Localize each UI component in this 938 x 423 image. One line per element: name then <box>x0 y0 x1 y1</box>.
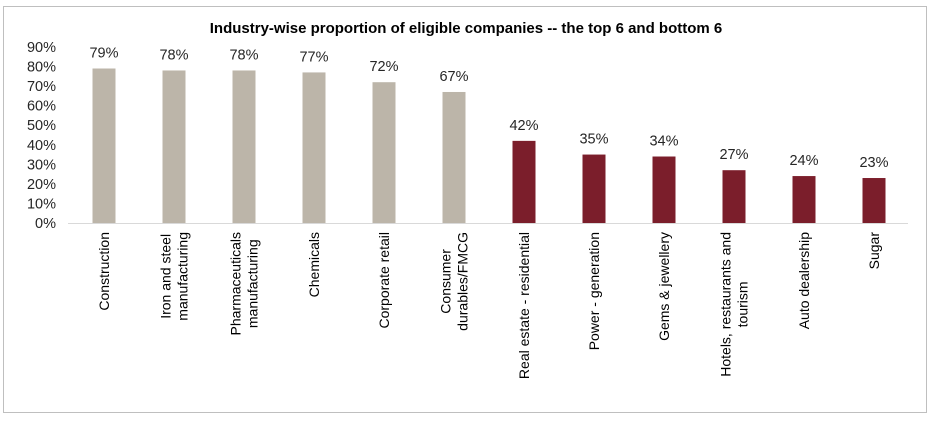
bar <box>92 68 116 223</box>
data-label: 67% <box>439 69 468 85</box>
category-label-line: durables/FMCG <box>455 232 471 331</box>
data-label: 23% <box>859 155 888 171</box>
data-label: 24% <box>789 153 818 169</box>
category-label-line: Sugar <box>866 232 882 270</box>
category-label-line: Auto dealership <box>796 232 812 330</box>
data-label: 77% <box>299 49 328 65</box>
data-label: 35% <box>579 132 608 148</box>
category-label-line: Consumer <box>438 249 454 314</box>
data-label: 78% <box>229 47 258 63</box>
category-label: Consumerdurables/FMCG <box>438 232 471 331</box>
bar <box>722 170 746 223</box>
y-tick-label: 10% <box>27 196 56 212</box>
category-label-line: Real estate - residential <box>516 232 532 379</box>
y-tick-label: 50% <box>27 118 56 134</box>
category-label-line: Corporate retail <box>376 232 392 329</box>
y-tick-label: 60% <box>27 99 56 115</box>
y-tick-label: 30% <box>27 157 56 173</box>
category-label: Pharmaceuticalsmanufacturing <box>228 232 261 336</box>
category-label-line: Iron and steel <box>158 234 174 319</box>
category-label-line: Pharmaceuticals <box>228 232 244 336</box>
bar <box>302 72 326 223</box>
bar <box>372 82 396 223</box>
category-label-line: manufacturing <box>175 232 191 321</box>
bar <box>442 91 466 223</box>
category-label: Construction <box>96 232 112 311</box>
data-label: 34% <box>649 134 678 150</box>
category-labels: Construction Iron and steelmanufacturing P… <box>96 232 882 379</box>
y-axis: 0% 10% 20% 30% 40% 50% 60% 70% 80% 90% <box>27 40 56 232</box>
data-label: 27% <box>719 147 748 163</box>
bar <box>232 70 256 223</box>
y-tick-label: 0% <box>35 216 56 232</box>
chart-frame <box>3 6 927 413</box>
category-label-line: Chemicals <box>306 232 322 297</box>
bar <box>162 70 186 223</box>
data-label: 72% <box>369 59 398 75</box>
bar <box>652 156 676 223</box>
chart-title: Industry-wise proportion of eligible com… <box>210 20 723 37</box>
data-label: 78% <box>159 47 188 63</box>
y-tick-label: 40% <box>27 138 56 154</box>
category-label-line: Power - generation <box>586 232 602 350</box>
category-label-line: manufacturing <box>245 239 261 328</box>
category-label-line: tourism <box>735 281 751 327</box>
bar <box>792 176 816 223</box>
category-label: Iron and steelmanufacturing <box>158 232 191 321</box>
category-label: Sugar <box>866 232 882 270</box>
category-label-line: Gems & jewellery <box>656 232 672 341</box>
y-tick-label: 80% <box>27 60 56 76</box>
category-label: Hotels, restaurants andtourism <box>718 232 751 377</box>
category-label: Power - generation <box>586 232 602 350</box>
category-label-line: Hotels, restaurants and <box>718 232 734 377</box>
category-label: Corporate retail <box>376 232 392 329</box>
category-label: Real estate - residential <box>516 232 532 379</box>
bar <box>512 140 536 223</box>
y-tick-label: 70% <box>27 79 56 95</box>
category-label: Chemicals <box>306 232 322 297</box>
bar <box>582 154 606 223</box>
category-label-line: Construction <box>96 232 112 311</box>
category-label: Auto dealership <box>796 232 812 330</box>
category-label: Gems & jewellery <box>656 232 672 341</box>
bars <box>92 68 886 223</box>
data-label: 42% <box>509 118 538 134</box>
bar <box>862 178 886 223</box>
y-tick-label: 90% <box>27 40 56 56</box>
data-labels: 79% 78% 78% 77% 72% 67% 42% 35% 34% 27% 24% 23% <box>89 46 888 172</box>
y-tick-label: 20% <box>27 177 56 193</box>
data-label: 79% <box>89 46 118 62</box>
